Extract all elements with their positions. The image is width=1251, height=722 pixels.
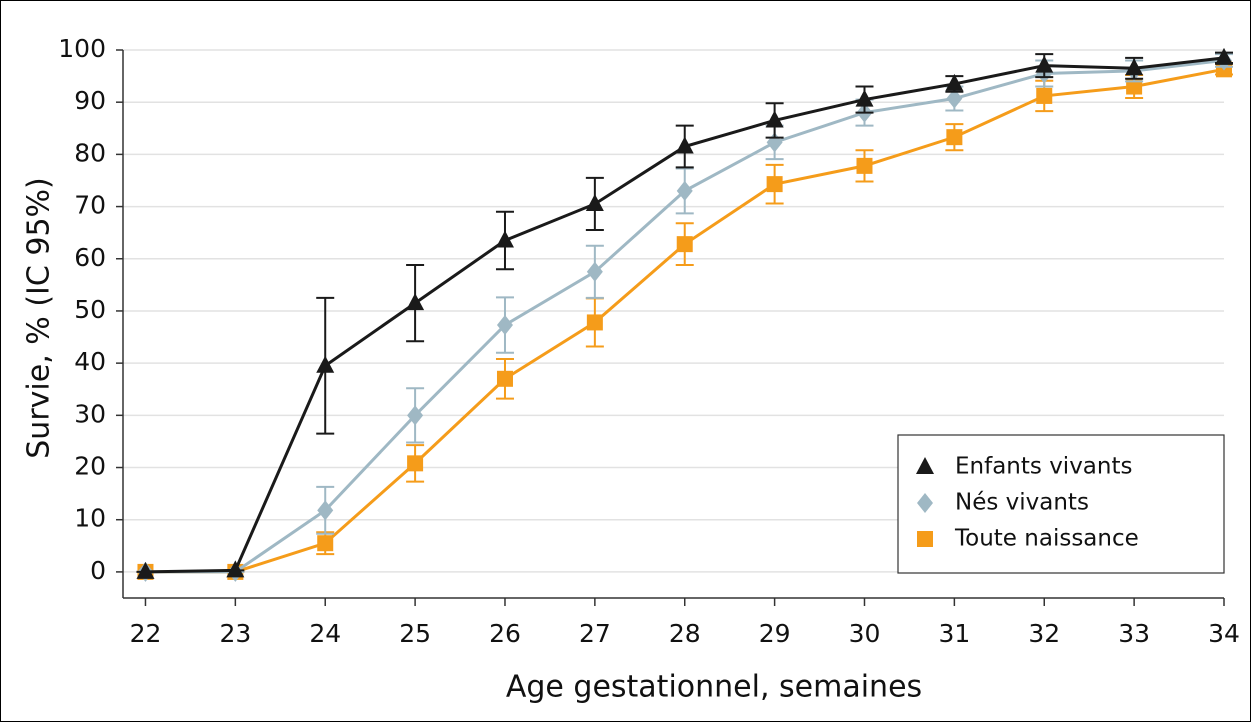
x-tick-label: 28 xyxy=(669,619,701,648)
x-tick-label: 22 xyxy=(130,619,162,648)
point xyxy=(675,136,694,154)
point xyxy=(406,293,425,311)
point xyxy=(317,500,334,521)
y-tick-label: 30 xyxy=(74,399,106,428)
point xyxy=(317,535,334,552)
point xyxy=(495,230,514,248)
point xyxy=(946,88,963,109)
y-tick-label: 80 xyxy=(74,138,106,167)
point xyxy=(1126,78,1143,95)
y-tick-label: 0 xyxy=(90,556,106,585)
point xyxy=(1036,87,1053,104)
point xyxy=(316,355,335,373)
point xyxy=(946,129,963,146)
y-tick-label: 100 xyxy=(58,34,106,63)
y-tick-label: 10 xyxy=(74,504,106,533)
point xyxy=(1215,47,1233,65)
point xyxy=(945,73,964,91)
x-tick-label: 31 xyxy=(938,619,970,648)
point xyxy=(585,193,604,211)
point xyxy=(407,455,424,472)
point xyxy=(586,261,603,282)
y-tick-label: 70 xyxy=(74,191,106,220)
legend-marker xyxy=(917,493,933,513)
x-tick-label: 32 xyxy=(1028,619,1060,648)
point xyxy=(407,405,424,426)
x-tick-label: 27 xyxy=(579,619,611,648)
y-axis-title: Survie, % (IC 95%) xyxy=(22,177,57,458)
point xyxy=(586,314,603,331)
legend-label: Toute naissance xyxy=(954,526,1139,552)
x-tick-label: 24 xyxy=(309,619,341,648)
point xyxy=(855,89,874,107)
x-tick-label: 30 xyxy=(849,619,881,648)
legend-label: Enfants vivants xyxy=(955,454,1132,480)
point xyxy=(1035,55,1054,73)
y-tick-label: 60 xyxy=(74,243,106,272)
legend-box xyxy=(897,434,1225,574)
x-tick-label: 23 xyxy=(219,619,251,648)
x-tick-label: 25 xyxy=(399,619,431,648)
y-tick-label: 40 xyxy=(74,347,106,376)
point xyxy=(496,370,513,387)
point xyxy=(136,561,155,579)
point xyxy=(1125,58,1144,76)
x-tick-label: 33 xyxy=(1118,619,1150,648)
point xyxy=(765,110,784,128)
legend-marker xyxy=(917,531,933,547)
point xyxy=(766,176,783,193)
point xyxy=(676,236,693,253)
y-tick-label: 50 xyxy=(74,295,106,324)
legend-label: Nés vivants xyxy=(955,490,1089,516)
x-axis-title: Age gestationnel, semaines xyxy=(506,670,922,705)
x-tick-label: 26 xyxy=(489,619,521,648)
point xyxy=(856,157,873,174)
y-tick-label: 20 xyxy=(74,452,106,481)
point xyxy=(226,560,245,578)
point xyxy=(676,180,693,201)
legend-marker xyxy=(916,457,934,474)
x-tick-label: 34 xyxy=(1208,619,1240,648)
y-tick-label: 90 xyxy=(74,86,106,115)
point xyxy=(496,315,513,336)
x-tick-label: 29 xyxy=(759,619,791,648)
